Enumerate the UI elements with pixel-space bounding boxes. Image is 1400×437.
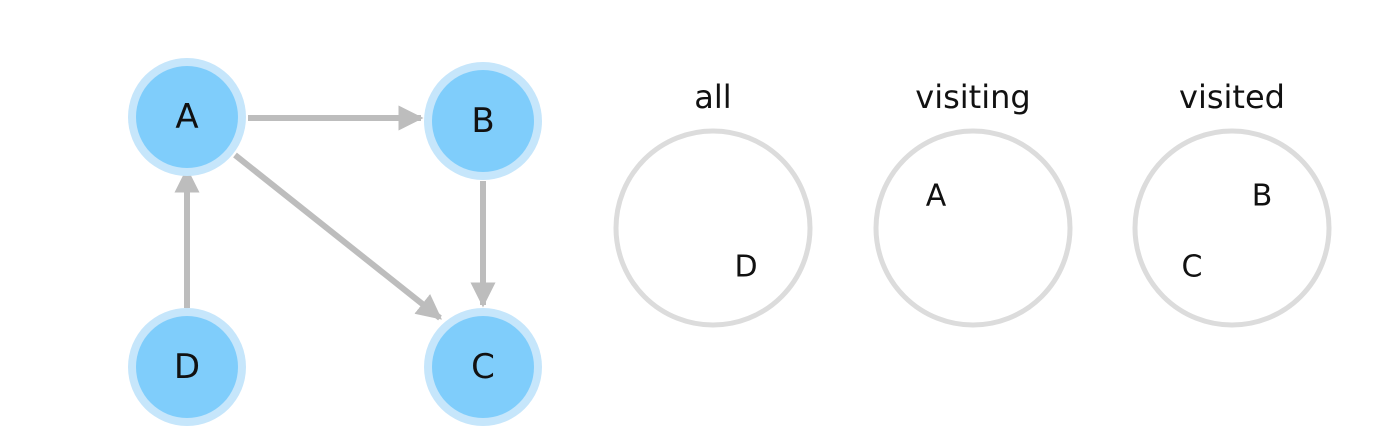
node-circle [432,316,534,418]
set-title-visiting: visiting [915,78,1030,116]
graph-edges [174,105,496,321]
set-ring [1132,128,1332,328]
graph-node-a: A [128,58,246,176]
set-member-a: A [926,179,947,214]
node-circle [432,70,534,172]
set-member-c: C [1182,250,1203,285]
set-visited: visited B C [1132,78,1332,328]
node-circle [136,66,238,168]
set-ring [613,128,813,328]
node-label-a: A [175,97,198,137]
graph-node-d: D [128,308,246,426]
set-title-visited: visited [1179,78,1285,116]
node-label-b: B [471,101,494,141]
set-member-b: B [1252,179,1273,214]
set-all: all D [613,78,813,328]
set-member-d: D [734,250,757,285]
node-circle [136,316,238,418]
node-label-c: C [471,347,495,387]
edge-a-to-c [233,152,442,321]
graph-node-c: C [424,308,542,426]
set-title-all: all [694,78,731,116]
set-ring [873,128,1073,328]
node-label-d: D [174,347,200,387]
set-visiting: visiting A [873,78,1073,328]
graph-node-b: B [424,62,542,180]
